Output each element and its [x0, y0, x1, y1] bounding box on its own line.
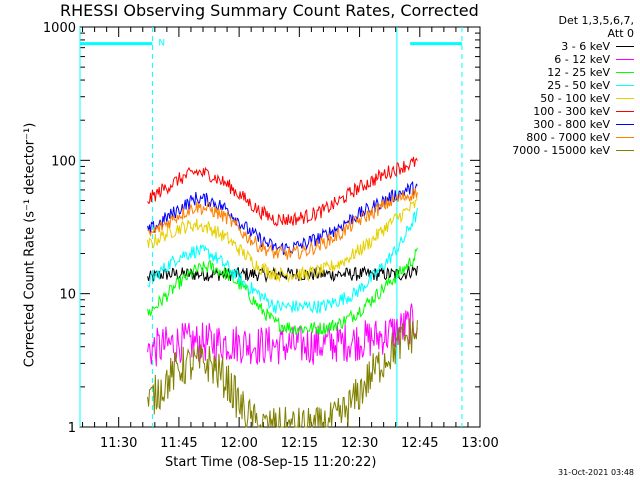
series-line-1 — [147, 303, 418, 367]
x-tick-label: 13:00 — [461, 436, 498, 451]
series-line-6 — [147, 181, 418, 256]
x-tick-label: 12:30 — [341, 436, 378, 451]
legend-swatch — [616, 46, 634, 47]
y-tick-label: 1 — [68, 421, 76, 436]
legend: Det 1,3,5,6,7, Att 0 3 - 6 keV 6 - 12 keV… — [474, 14, 634, 157]
legend-swatch — [616, 111, 634, 112]
legend-label: 300 - 800 keV — [533, 118, 610, 131]
y-tick-label: 100 — [51, 154, 76, 169]
legend-item: 300 - 800 keV — [474, 118, 634, 131]
legend-label: 12 - 25 keV — [547, 66, 610, 79]
legend-item: 25 - 50 keV — [474, 79, 634, 92]
legend-label: 25 - 50 keV — [547, 79, 610, 92]
legend-label: 6 - 12 keV — [554, 53, 610, 66]
legend-swatch — [616, 150, 634, 151]
legend-swatch — [616, 137, 634, 138]
legend-item: 12 - 25 keV — [474, 66, 634, 79]
x-tick-label: 12:45 — [401, 436, 438, 451]
legend-swatch — [616, 59, 634, 60]
series-line-4 — [147, 198, 418, 283]
legend-label: 100 - 300 keV — [533, 105, 610, 118]
legend-label: 7000 - 15000 keV — [512, 144, 610, 157]
y-tick-label: 10 — [59, 288, 76, 303]
legend-swatch — [616, 98, 634, 99]
x-tick-label: 12:15 — [281, 436, 318, 451]
legend-label: 50 - 100 keV — [540, 92, 610, 105]
x-tick-label: 11:30 — [100, 436, 137, 451]
legend-detector-line: Det 1,3,5,6,7, — [558, 14, 634, 27]
generated-timestamp: 31-Oct-2021 03:48 — [558, 468, 634, 477]
legend-swatch — [616, 85, 634, 86]
y-axis-label: Corrected Count Rate (s⁻¹ detector⁻¹) — [22, 122, 38, 368]
legend-label: 3 - 6 keV — [561, 40, 610, 53]
flag-label: N — [158, 38, 165, 48]
x-tick-label: 12:00 — [220, 436, 257, 451]
y-tick-label: 1000 — [43, 21, 76, 36]
series-line-7 — [147, 188, 418, 260]
chart-title: RHESSI Observing Summary Count Rates, Co… — [60, 1, 479, 20]
legend-item: 6 - 12 keV — [474, 53, 634, 66]
series-line-3 — [147, 207, 418, 314]
legend-swatch — [616, 124, 634, 125]
x-axis-label: Start Time (08-Sep-15 11:20:22) — [165, 455, 377, 470]
x-tick-label: 11:45 — [160, 436, 197, 451]
legend-swatch — [616, 72, 634, 73]
series-line-8 — [147, 318, 418, 429]
series-line-2 — [147, 247, 418, 336]
legend-item: 7000 - 15000 keV — [474, 144, 634, 157]
series-line-5 — [147, 156, 418, 227]
plot-frame — [79, 26, 481, 428]
legend-item: 800 - 7000 keV — [474, 131, 634, 144]
legend-item: 50 - 100 keV — [474, 92, 634, 105]
legend-label: 800 - 7000 keV — [526, 131, 610, 144]
legend-attenuator-line: Att 0 — [607, 27, 634, 40]
legend-item: 100 - 300 keV — [474, 105, 634, 118]
legend-item: 3 - 6 keV — [474, 40, 634, 53]
